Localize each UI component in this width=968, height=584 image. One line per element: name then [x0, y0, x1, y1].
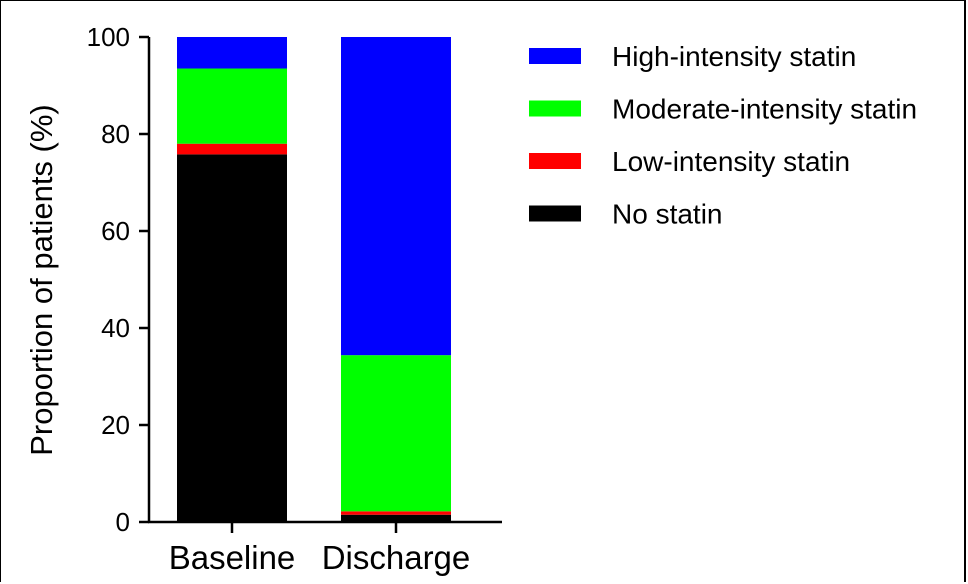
- y-tick-label-100: 100: [87, 22, 130, 52]
- legend-swatch-no-statin: [529, 205, 581, 222]
- bar-baseline-moderate-intensity-statin: [177, 68, 287, 144]
- y-tick-label-20: 20: [101, 410, 130, 440]
- legend-swatch-moderate-intensity-statin: [529, 100, 581, 117]
- bar-discharge-low-intensity-statin: [341, 511, 451, 515]
- bar-baseline-no-statin: [177, 154, 287, 522]
- bar-baseline-low-intensity-statin: [177, 143, 287, 155]
- legend-label-no-statin: No statin: [612, 199, 723, 230]
- x-category-label-discharge: Discharge: [322, 539, 471, 576]
- bar-discharge-high-intensity-statin: [341, 37, 451, 356]
- legend-swatch-low-intensity-statin: [529, 153, 581, 169]
- legend: High-intensity statin Moderate-intensity …: [529, 41, 917, 230]
- y-tick-label-80: 80: [101, 119, 130, 149]
- y-axis-label: Proportion of patients (%): [24, 104, 59, 456]
- legend-label-high-intensity-statin: High-intensity statin: [612, 41, 856, 72]
- legend-label-moderate-intensity-statin: Moderate-intensity statin: [612, 94, 917, 125]
- legend-label-low-intensity-statin: Low-intensity statin: [612, 146, 850, 177]
- y-tick-label-40: 40: [101, 313, 130, 343]
- y-ticks-group: 0 20 40 60 80 100: [87, 22, 149, 537]
- x-categories-group: Baseline Discharge: [169, 522, 471, 576]
- bars-group: [177, 37, 451, 522]
- y-tick-label-60: 60: [101, 216, 130, 246]
- axes-group: [147, 37, 502, 524]
- legend-swatch-high-intensity-statin: [529, 48, 581, 64]
- y-tick-label-0: 0: [116, 507, 130, 537]
- bar-discharge-moderate-intensity-statin: [341, 355, 451, 512]
- bar-discharge-no-statin: [341, 514, 451, 522]
- bar-baseline-high-intensity-statin: [177, 37, 287, 69]
- x-category-label-baseline: Baseline: [169, 539, 296, 576]
